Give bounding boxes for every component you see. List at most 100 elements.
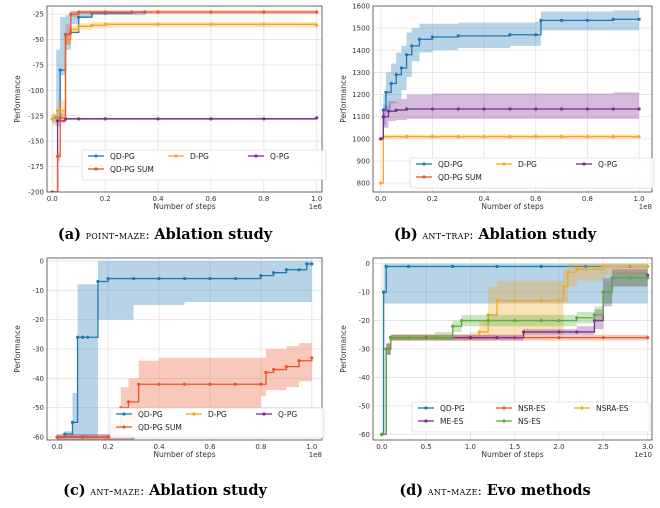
point-qd-pg — [451, 264, 455, 269]
point-nsr-es — [601, 336, 605, 340]
point-q-pg — [430, 107, 435, 111]
legend-marker-qd-pg — [122, 412, 126, 416]
y-tick-label: 900 — [357, 158, 370, 166]
x-tick-label: 0.8 — [582, 195, 593, 203]
point-nsr-es — [645, 336, 650, 340]
point-qd-pg — [284, 268, 288, 272]
y-axis-label: Performance — [13, 325, 22, 373]
x-multiplier: 1e10 — [634, 451, 652, 459]
legend-marker-q-pg — [582, 162, 586, 166]
point-qd-pg — [495, 264, 499, 269]
chart-svg-b: 0.0 0.2 0.4 0.6 0.8 1.0 800 900 1000 1100 1200 1300… — [339, 3, 655, 211]
point-qd-pg — [182, 276, 187, 281]
band-ns-es — [381, 272, 648, 435]
legend-box — [81, 149, 327, 181]
point-qd-pg — [310, 262, 314, 266]
y-axis-label: Performance — [339, 75, 348, 123]
point-qd-pg-sum — [233, 382, 238, 386]
point-ns-es — [513, 318, 517, 323]
chart-panel-a: 0.0 0.2 0.4 0.6 0.8 1.0 -200 -175 -150 -125 -100 -7… — [0, 0, 330, 254]
point-qd-pg — [131, 276, 136, 281]
legend-box — [409, 157, 655, 189]
legend-b: QD-PG D-PG Q-PG QD-PG SUM — [409, 157, 655, 189]
plot-area-d — [380, 263, 650, 436]
caption-d-label: (d) — [399, 482, 424, 499]
y-tick-label: -40 — [33, 375, 44, 383]
legend-marker-qd-pg — [94, 154, 98, 158]
point-nsra-es — [645, 264, 650, 269]
caption-c-title: Ablation study — [149, 482, 267, 499]
legend-marker-me-es — [424, 419, 428, 423]
x-tick-label: 3.0 — [642, 443, 653, 451]
point-qd-pg — [430, 35, 435, 39]
y-tick-label: 1600 — [352, 3, 370, 11]
caption-a-dataset: point-maze: — [85, 228, 150, 242]
point-q-pg — [508, 107, 512, 111]
y-tick-label: -100 — [28, 87, 44, 95]
point-qd-pg-sum — [156, 10, 160, 14]
point-ns-es — [601, 290, 605, 294]
legend-label-qd-pg-sum: QD-PG SUM — [110, 165, 154, 174]
point-nsra-es — [486, 313, 490, 317]
y-tick-label: -40 — [359, 374, 370, 382]
x-tick-label: 0.2 — [427, 195, 438, 203]
point-qd-pg — [539, 264, 543, 269]
axes-frame-a — [46, 5, 323, 193]
y-tick-label: 800 — [357, 180, 370, 188]
x-tick-label: 1.0 — [311, 195, 322, 203]
legend-label-qd-pg: QD-PG — [440, 404, 465, 413]
x-tick-label: 0.4 — [479, 195, 491, 203]
point-qd-pg-sum — [137, 382, 141, 386]
legend-marker-q-pg — [262, 412, 266, 416]
point-qd-pg-sum — [262, 10, 266, 14]
point-qd-pg-sum — [259, 382, 263, 386]
x-tick-label: 0.8 — [255, 443, 266, 451]
y-tick-label: -10 — [33, 287, 44, 295]
x-axis-label: Number of steps — [153, 450, 215, 459]
legend-marker-qd-pg-sum — [122, 425, 126, 429]
point-q-pg — [262, 117, 266, 121]
legend-label-qd-pg-sum: QD-PG SUM — [138, 423, 182, 432]
x-tick-label: 1.0 — [306, 443, 317, 451]
y-tick-label: 1400 — [352, 47, 370, 55]
point-qd-pg-sum — [284, 365, 288, 369]
chart-panel-d: 0.0 0.5 1.0 1.5 2.0 2.5 3.0 -60 -50 -40 -30 -20 -10 0… — [330, 254, 660, 508]
point-ns-es — [592, 313, 597, 317]
point-ns-es — [433, 336, 437, 340]
point-d-pg — [262, 22, 266, 26]
point-me-es — [592, 318, 597, 323]
point-q-pg — [534, 107, 538, 111]
point-qd-pg-sum — [297, 359, 301, 363]
legend-label-qd-pg: QD-PG — [110, 152, 135, 161]
point-q-pg — [585, 107, 590, 111]
point-qd-pg-sum — [55, 154, 60, 159]
point-qd-pg-sum — [58, 116, 62, 120]
caption-c: (c) ant-maze: Ablation study — [0, 482, 330, 499]
x-tick-label: 0.0 — [375, 195, 386, 203]
point-qd-pg — [583, 264, 588, 269]
point-qd-pg — [382, 290, 386, 294]
point-qd-pg — [389, 81, 393, 86]
legend-marker-nsr-es — [502, 406, 506, 410]
y-tick-label: 0 — [40, 257, 44, 265]
band-me-es — [381, 269, 648, 435]
legend-marker-qd-pg — [422, 162, 426, 166]
point-qd-pg — [96, 279, 100, 284]
point-q-pg — [379, 137, 383, 141]
point-ns-es — [557, 318, 561, 323]
point-qd-pg — [456, 34, 460, 38]
y-tick-label: -25 — [33, 11, 44, 19]
point-me-es — [645, 273, 650, 277]
x-tick-label: 0.2 — [100, 195, 111, 203]
point-qd-pg-sum — [77, 10, 81, 14]
grid-a — [47, 6, 322, 193]
point-ns-es — [645, 276, 650, 280]
y-tick-label: 1300 — [352, 69, 370, 77]
caption-c-label: (c) — [63, 482, 86, 499]
point-ns-es — [384, 347, 388, 351]
point-d-pg — [379, 181, 383, 185]
legend-label-nsr-es: NSR-ES — [518, 404, 546, 413]
axes-frame-b — [372, 5, 653, 193]
legend-marker-nsra-es — [580, 406, 584, 410]
point-qd-pg-sum — [310, 356, 314, 360]
